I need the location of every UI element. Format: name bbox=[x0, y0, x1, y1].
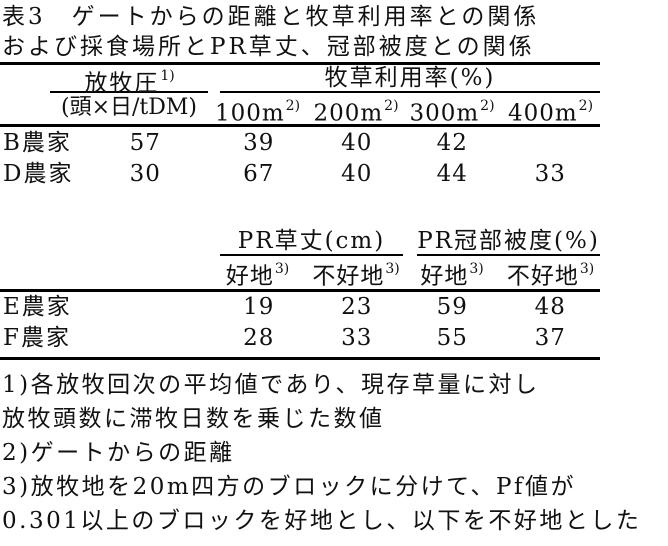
column-header-100m-label: 100m bbox=[214, 100, 285, 127]
pr-cover-good-value: 59 bbox=[436, 294, 468, 320]
poor-site-label: 不好地 bbox=[506, 263, 579, 290]
pr-height-header-group: PR草丈(cm) 好地3) 不好地3) bbox=[206, 228, 403, 290]
pr-height-subheader-row: 好地3) 不好地3) bbox=[206, 256, 403, 290]
column-header-200m: 200m2) bbox=[308, 93, 403, 127]
pr-height-poor-value: 23 bbox=[341, 294, 373, 320]
pressure-value: 30 bbox=[129, 161, 161, 187]
utilization-group-header: 牧草利用率(%) bbox=[220, 65, 600, 93]
footnote-ref-3: 3) bbox=[385, 261, 400, 277]
table-caption: 表3 ゲートからの距離と牧草利用率との関係 および採食場所とPR草丈、冠部被度と… bbox=[2, 2, 539, 62]
good-site-label: 好地 bbox=[225, 263, 274, 290]
table2-bottom-rule bbox=[0, 357, 600, 360]
footnote-1-line-2: 放牧頭数に滞牧日数を乗じた数値 bbox=[2, 406, 385, 432]
footnote-3-line-1: 3)放牧地を20m四方のブロックに分けて、Pf値が bbox=[2, 474, 577, 500]
distance-header-row: 100m2) 200m2) 300m2) 400m2) bbox=[206, 93, 600, 127]
empty-cell bbox=[83, 323, 208, 354]
pr-height-poor-value: 33 bbox=[341, 325, 373, 351]
column-header-poor-site: 不好地3) bbox=[308, 256, 403, 290]
column-header-400m: 400m2) bbox=[500, 93, 600, 127]
pr-cover-subheader-row: 好地3) 不好地3) bbox=[403, 256, 600, 290]
table1-top-rule bbox=[0, 62, 600, 65]
footnote-ref-2: 2) bbox=[480, 98, 495, 114]
column-header-400m-label: 400m bbox=[507, 100, 578, 127]
column-header-poor-site: 不好地3) bbox=[500, 256, 600, 290]
pressure-unit-label: (頭×日/tDM) bbox=[60, 95, 198, 120]
footnote-3-line-2: 0.301以上のブロックを好地とし、以下を不好地とした bbox=[2, 508, 642, 534]
empty-cell bbox=[83, 292, 208, 323]
pressure-header: 放牧圧1) bbox=[50, 65, 208, 97]
pr-cover-poor-value: 48 bbox=[534, 294, 566, 320]
footnote-ref-2: 2) bbox=[384, 98, 399, 114]
pr-cover-group-header: PR冠部被度(%) bbox=[417, 228, 600, 256]
column-header-200m-label: 200m bbox=[313, 100, 384, 127]
footnote-ref-3: 3) bbox=[469, 261, 484, 277]
value-300m: 44 bbox=[436, 161, 468, 187]
column-header-100m: 100m2) bbox=[206, 93, 308, 127]
column-header-good-site: 好地3) bbox=[206, 256, 308, 290]
caption-line-2: および採食場所とPR草丈、冠部被度との関係 bbox=[2, 34, 535, 60]
value-200m: 40 bbox=[341, 130, 373, 156]
column-header-300m-label: 300m bbox=[409, 100, 480, 127]
footnote-ref-2: 2) bbox=[578, 98, 594, 114]
value-100m: 39 bbox=[243, 130, 275, 156]
table2-header-rule bbox=[0, 289, 600, 292]
value-100m: 67 bbox=[243, 161, 275, 187]
value-200m: 40 bbox=[341, 161, 373, 187]
farm-label: F農家 bbox=[3, 325, 71, 351]
pr-cover-poor-value: 37 bbox=[534, 325, 566, 351]
table-row-f-farm: F農家 28 33 55 37 bbox=[0, 323, 600, 354]
pressure-header-label: 放牧圧 bbox=[84, 70, 160, 97]
table-row-d-farm: D農家 30 67 40 44 33 bbox=[0, 159, 600, 190]
footnote-ref-3: 3) bbox=[579, 261, 595, 277]
pr-height-group-header: PR草丈(cm) bbox=[220, 228, 403, 256]
pr-cover-header-group: PR冠部被度(%) 好地3) 不好地3) bbox=[403, 228, 600, 290]
pressure-header-group: 放牧圧1) (頭×日/tDM) bbox=[50, 65, 208, 122]
column-header-good-site: 好地3) bbox=[403, 256, 500, 290]
pressure-value: 57 bbox=[129, 130, 161, 156]
farm-label: D農家 bbox=[3, 161, 74, 187]
caption-line-1: 表3 ゲートからの距離と牧草利用率との関係 bbox=[2, 4, 540, 30]
footnote-ref-1: 1) bbox=[160, 68, 175, 84]
value-400m: 33 bbox=[534, 161, 566, 187]
farm-label: E農家 bbox=[3, 294, 72, 320]
table-row-e-farm: E農家 19 23 59 48 bbox=[0, 292, 600, 323]
pr-height-good-value: 19 bbox=[243, 294, 275, 320]
good-site-label: 好地 bbox=[420, 263, 469, 290]
pr-height-good-value: 28 bbox=[243, 325, 275, 351]
column-header-300m: 300m2) bbox=[403, 93, 500, 127]
utilization-header-group: 牧草利用率(%) 100m2) 200m2) 300m2) 400m2) bbox=[206, 65, 600, 127]
value-400m bbox=[501, 128, 601, 159]
poor-site-label: 不好地 bbox=[312, 263, 385, 290]
value-300m: 42 bbox=[436, 130, 468, 156]
table-row-b-farm: B農家 57 39 40 42 bbox=[0, 128, 600, 159]
footnotes-block: 1)各放牧回次の平均値であり、現存草量に対し 放牧頭数に滞牧日数を乗じた数値 2… bbox=[2, 368, 641, 538]
footnote-1-line-1: 1)各放牧回次の平均値であり、現存草量に対し bbox=[2, 372, 540, 398]
farm-label: B農家 bbox=[3, 130, 72, 156]
table1-header-rule bbox=[0, 124, 600, 127]
footnote-ref-3: 3) bbox=[274, 261, 290, 277]
pr-cover-good-value: 55 bbox=[436, 325, 468, 351]
footnote-2: 2)ゲートからの距離 bbox=[2, 440, 235, 466]
footnote-ref-2: 2) bbox=[285, 98, 301, 114]
